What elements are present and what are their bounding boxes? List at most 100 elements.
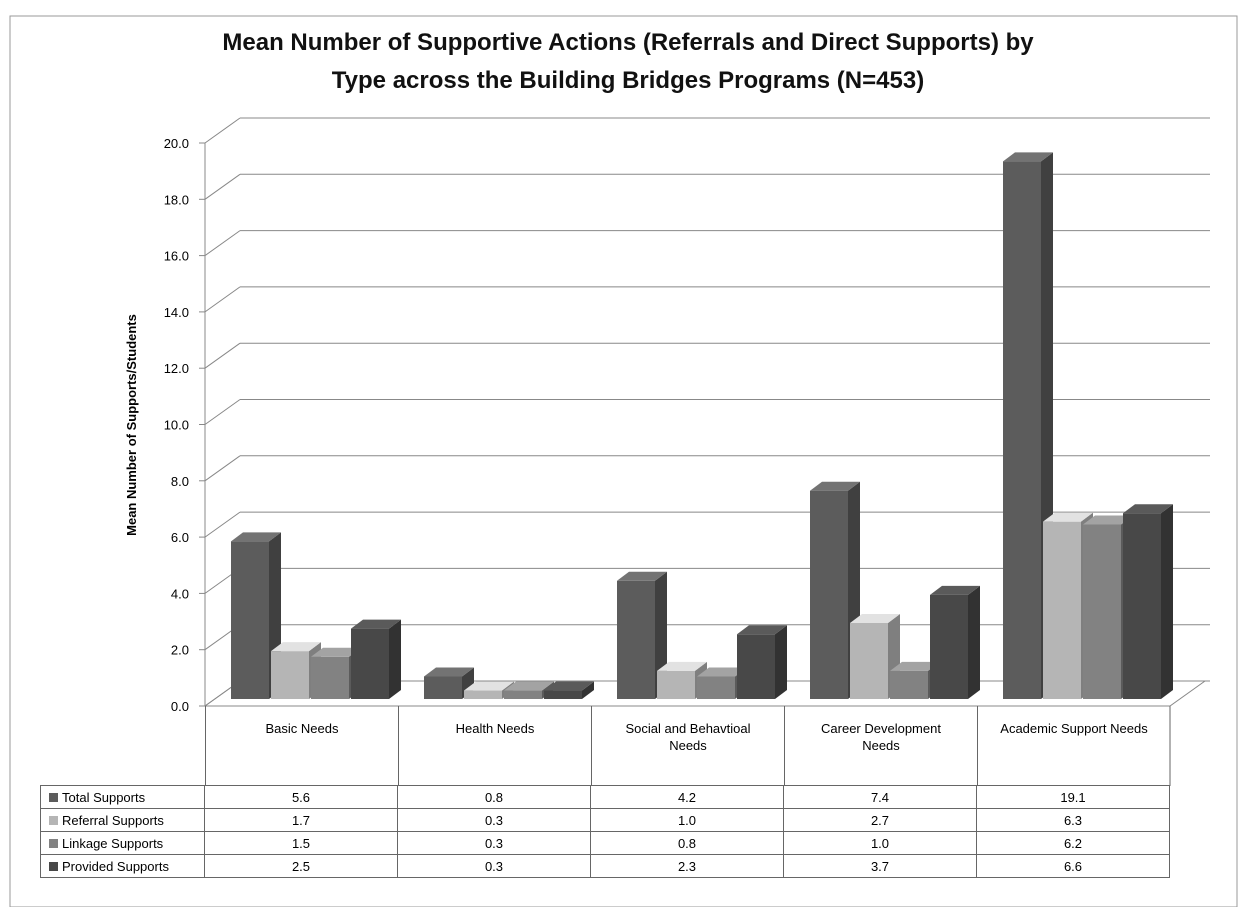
category-label: Social and Behavtioal Needs (591, 706, 784, 786)
table-value: 7.4 (783, 785, 977, 809)
bar-top (1003, 152, 1053, 162)
bar-front (617, 580, 655, 699)
category-label: Health Needs (398, 706, 591, 786)
bar-top (424, 667, 474, 677)
table-value: 0.3 (397, 854, 591, 878)
bar-top (311, 647, 361, 657)
legend-label: Linkage Supports (62, 835, 164, 851)
bar-front (697, 676, 735, 699)
category-label: Career Development Needs (784, 706, 977, 786)
table-value: 19.1 (976, 785, 1170, 809)
table-value: 6.6 (976, 854, 1170, 878)
chart-title: Type across the Building Bridges Program… (332, 67, 924, 94)
category-label: Academic Support Needs (977, 706, 1170, 786)
bar-front (850, 622, 888, 699)
y-tick-label: 20.0 (164, 136, 189, 151)
bar-top (617, 571, 667, 581)
bar-front (1043, 521, 1081, 699)
grid-line (204, 342, 241, 369)
y-tick-label: 16.0 (164, 249, 189, 264)
bar-top (231, 532, 281, 542)
grid-line (204, 173, 241, 200)
y-tick-label: 14.0 (164, 305, 189, 320)
table-value: 2.5 (204, 854, 398, 878)
bar (351, 619, 401, 699)
bar-top (1043, 512, 1093, 522)
legend-entry: Provided Supports (40, 854, 205, 878)
table-value: 6.3 (976, 808, 1170, 832)
bar-top (850, 613, 900, 623)
bar-front (657, 670, 695, 699)
legend-entry: Referral Supports (40, 808, 205, 832)
bar-front (424, 676, 462, 699)
y-tick-label: 0.0 (171, 699, 189, 714)
bar-top (697, 667, 747, 677)
bar (737, 625, 787, 699)
y-axis-label: Mean Number of Supports/Students (124, 314, 139, 536)
bar-top (271, 642, 321, 652)
bar (930, 585, 980, 699)
table-value: 5.6 (204, 785, 398, 809)
bar (1123, 504, 1173, 699)
table-value: 1.0 (590, 808, 784, 832)
bar-top (544, 681, 594, 691)
bar-front (810, 490, 848, 699)
bar-top (657, 661, 707, 671)
bar-top (504, 681, 554, 691)
bar-top (930, 585, 980, 595)
y-tick-label: 8.0 (171, 474, 189, 489)
bar-front (737, 634, 775, 699)
table-value: 2.3 (590, 854, 784, 878)
y-tick-label: 12.0 (164, 361, 189, 376)
bar-side (389, 619, 401, 699)
y-tick-label: 10.0 (164, 418, 189, 433)
bar-front (930, 594, 968, 699)
bar-top (464, 681, 514, 691)
legend-label: Referral Supports (62, 812, 164, 828)
bar-top (890, 661, 940, 671)
bar-top (810, 481, 860, 491)
table-value: 0.8 (397, 785, 591, 809)
bar-front (504, 690, 542, 699)
table-value: 0.8 (590, 831, 784, 855)
table-value: 0.3 (397, 808, 591, 832)
chart-frame (9, 15, 1238, 907)
y-tick-label: 6.0 (171, 530, 189, 545)
bar-top (351, 619, 401, 629)
table-value: 6.2 (976, 831, 1170, 855)
bar-front (351, 628, 389, 699)
bar-side (968, 585, 980, 699)
category-label: Basic Needs (205, 706, 398, 786)
legend-swatch (49, 861, 58, 871)
bar-front (1123, 513, 1161, 699)
table-value: 1.0 (783, 831, 977, 855)
bar-side (582, 681, 594, 699)
bar-front (271, 651, 309, 699)
legend-label: Provided Supports (62, 858, 169, 874)
bar-front (311, 656, 349, 699)
table-value: 1.5 (204, 831, 398, 855)
bar-front (890, 670, 928, 699)
y-tick-label: 4.0 (171, 586, 189, 601)
legend-swatch (49, 792, 58, 802)
bar-front (1083, 524, 1121, 699)
bar-front (1003, 161, 1041, 699)
bar (544, 681, 594, 699)
legend-label: Total Supports (62, 789, 146, 805)
table-value: 1.7 (204, 808, 398, 832)
bar-top (1083, 515, 1133, 525)
grid-line (204, 399, 241, 425)
y-tick-label: 18.0 (164, 192, 189, 207)
bar-front (544, 690, 582, 699)
table-value: 4.2 (590, 785, 784, 809)
bar-side (1161, 504, 1173, 699)
table-value: 3.7 (783, 854, 977, 878)
bar-top (737, 625, 787, 635)
table-value: 2.7 (783, 808, 977, 832)
table-value: 0.3 (397, 831, 591, 855)
grid-line (204, 117, 241, 144)
y-tick-label: 2.0 (171, 643, 189, 658)
chart-title: Mean Number of Supportive Actions (Refer… (222, 29, 1034, 56)
